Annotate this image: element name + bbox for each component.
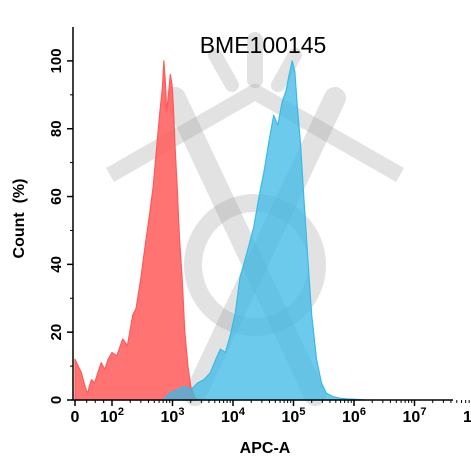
- x-tick-base: 10: [342, 409, 360, 426]
- x-tick-label: 108: [463, 406, 471, 426]
- x-tick-exponent: 5: [299, 406, 305, 418]
- x-tick-exponent: 4: [239, 406, 246, 418]
- x-tick-base: 10: [161, 409, 179, 426]
- x-axis-label: APC-A: [240, 440, 291, 457]
- y-tick-label: 40: [48, 256, 65, 273]
- x-tick-base: 10: [100, 409, 118, 426]
- watermark-roof: [106, 84, 404, 182]
- y-tick-label: 80: [48, 120, 65, 137]
- x-tick-label: 102: [100, 406, 124, 426]
- axes-layer: [72, 27, 453, 401]
- ticks-layer: 0204060801000102103104105106107108: [48, 48, 471, 426]
- x-tick-base: 10: [463, 409, 471, 426]
- y-axis-label: Count (%): [11, 179, 28, 259]
- x-tick-base: 10: [282, 409, 300, 426]
- y-tick-label: 0: [48, 396, 65, 404]
- y-tick-label: 100: [48, 48, 65, 73]
- chart-title: BME100145: [200, 32, 327, 58]
- x-tick-label: 106: [342, 406, 366, 426]
- x-tick-label: 103: [161, 406, 185, 426]
- x-tick-base: 10: [221, 409, 239, 426]
- x-tick-label: 104: [221, 406, 246, 426]
- watermark-stroke: [208, 48, 239, 92]
- x-tick-base: 0: [71, 409, 80, 426]
- x-tick-exponent: 7: [420, 406, 426, 418]
- x-tick-base: 10: [403, 409, 421, 426]
- histogram-series-1: [74, 60, 199, 401]
- x-tick-label: 107: [403, 406, 427, 426]
- x-tick-exponent: 6: [360, 406, 366, 418]
- x-tick-exponent: 2: [118, 406, 124, 418]
- watermark-stroke: [271, 48, 302, 92]
- x-tick-exponent: 3: [178, 406, 184, 418]
- y-tick-label: 60: [48, 188, 65, 205]
- histogram-series-2: [162, 60, 366, 401]
- series-layer: [74, 60, 366, 401]
- y-tick-label: 20: [48, 324, 65, 341]
- x-tick-label: 0: [71, 409, 80, 426]
- x-tick-label: 105: [282, 406, 306, 426]
